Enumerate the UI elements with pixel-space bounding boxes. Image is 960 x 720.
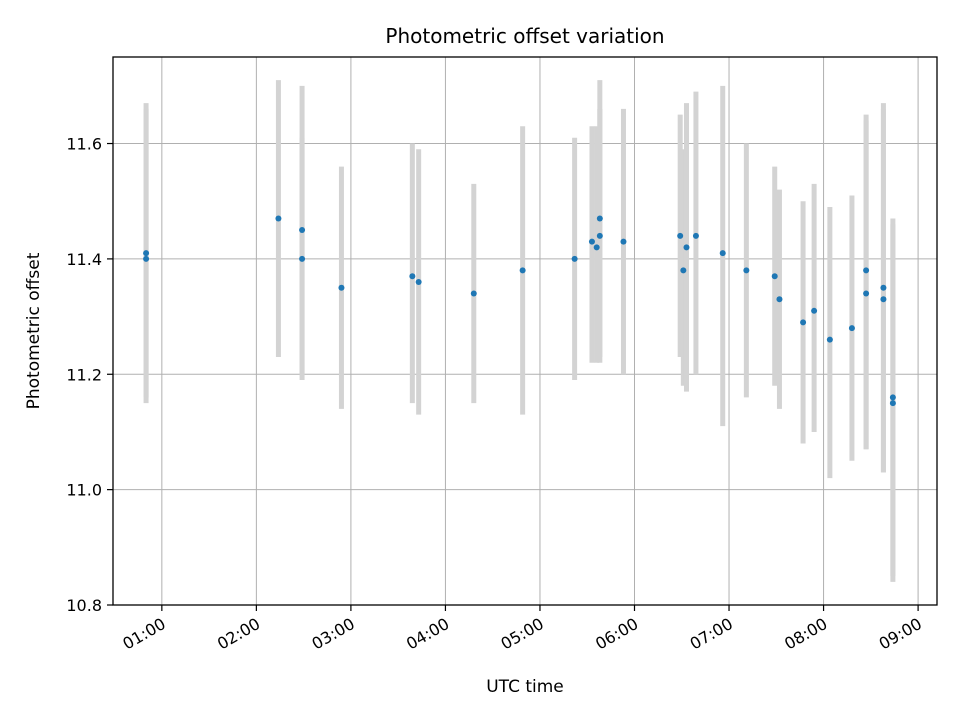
y-axis-label: Photometric offset [24, 252, 44, 409]
y-tick-label: 11.6 [66, 135, 102, 154]
data-point [338, 284, 345, 291]
x-tick-label: 03:00 [308, 614, 357, 654]
data-point [889, 400, 896, 407]
data-point [299, 255, 306, 262]
data-point [880, 296, 887, 303]
data-points [143, 215, 896, 407]
data-point [415, 278, 422, 285]
data-point [680, 267, 687, 274]
data-point [593, 244, 600, 251]
error-bars [143, 80, 896, 582]
y-tick-label: 11.2 [66, 365, 102, 384]
data-point [776, 296, 783, 303]
x-tick-label: 06:00 [592, 614, 641, 654]
data-point [743, 267, 750, 274]
data-point [571, 255, 578, 262]
data-point [683, 244, 690, 251]
chart-title: Photometric offset variation [385, 24, 664, 48]
data-point [299, 227, 306, 234]
data-point [771, 273, 778, 280]
y-tick-label: 11.0 [66, 481, 102, 500]
data-point [811, 307, 818, 314]
data-point [143, 255, 150, 262]
x-tick-label: 07:00 [687, 614, 736, 654]
data-point [863, 267, 870, 274]
data-point [719, 250, 726, 257]
data-point [519, 267, 526, 274]
y-axis: 10.8 11.0 11.2 11.4 11.6 [66, 135, 113, 615]
data-point [848, 325, 855, 332]
data-point [889, 394, 896, 401]
data-point [596, 215, 603, 222]
y-tick-label: 10.8 [66, 596, 102, 615]
x-tick-label: 01:00 [119, 614, 168, 654]
data-point [800, 319, 807, 326]
data-point [588, 238, 595, 245]
x-axis: 01:00 02:00 03:00 04:00 05:00 06:00 07:00 08:00… [119, 605, 925, 654]
x-tick-label: 09:00 [876, 614, 925, 654]
data-point [880, 284, 887, 291]
data-point [620, 238, 627, 245]
plot-frame [112, 56, 938, 606]
data-point [863, 290, 870, 297]
x-tick-label: 02:00 [214, 614, 263, 654]
data-point [596, 232, 603, 239]
x-tick-label: 05:00 [498, 614, 547, 654]
data-point [275, 215, 282, 222]
y-tick-label: 11.4 [66, 250, 102, 269]
x-tick-label: 08:00 [781, 614, 830, 654]
x-tick-label: 04:00 [403, 614, 452, 654]
data-point [826, 336, 833, 343]
data-point [677, 232, 684, 239]
data-point [143, 250, 150, 257]
data-point [692, 232, 699, 239]
x-axis-label: UTC time [486, 677, 564, 697]
data-point [409, 273, 416, 280]
data-point [470, 290, 477, 297]
